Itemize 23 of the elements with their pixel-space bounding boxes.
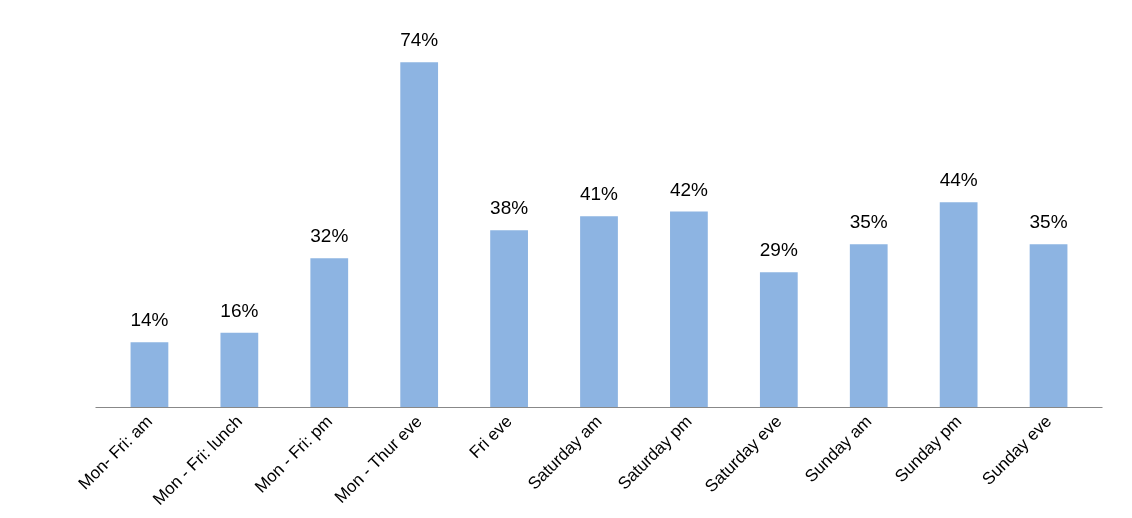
bar: [220, 332, 259, 408]
data-label: 41%: [579, 183, 619, 205]
bar: [490, 230, 528, 408]
data-label: 32%: [310, 225, 349, 247]
data-label: 35%: [1029, 211, 1068, 233]
data-label: 44%: [939, 169, 978, 191]
bar: [759, 272, 798, 408]
bar: [310, 258, 349, 408]
data-label: 35%: [849, 211, 888, 233]
x-tick-label: Fri eve: [465, 411, 516, 462]
data-label: 14%: [130, 309, 169, 331]
bar: [670, 211, 708, 408]
bar: [849, 244, 888, 408]
bar: [1029, 244, 1068, 408]
data-label: 29%: [759, 239, 798, 261]
data-label: 38%: [490, 197, 529, 219]
data-label: 42%: [669, 178, 709, 200]
bar: [580, 216, 618, 408]
bar: [400, 62, 439, 408]
bar: [939, 202, 978, 408]
data-label: 16%: [220, 299, 259, 321]
data-label: 74%: [400, 29, 439, 51]
bar: [130, 342, 169, 408]
